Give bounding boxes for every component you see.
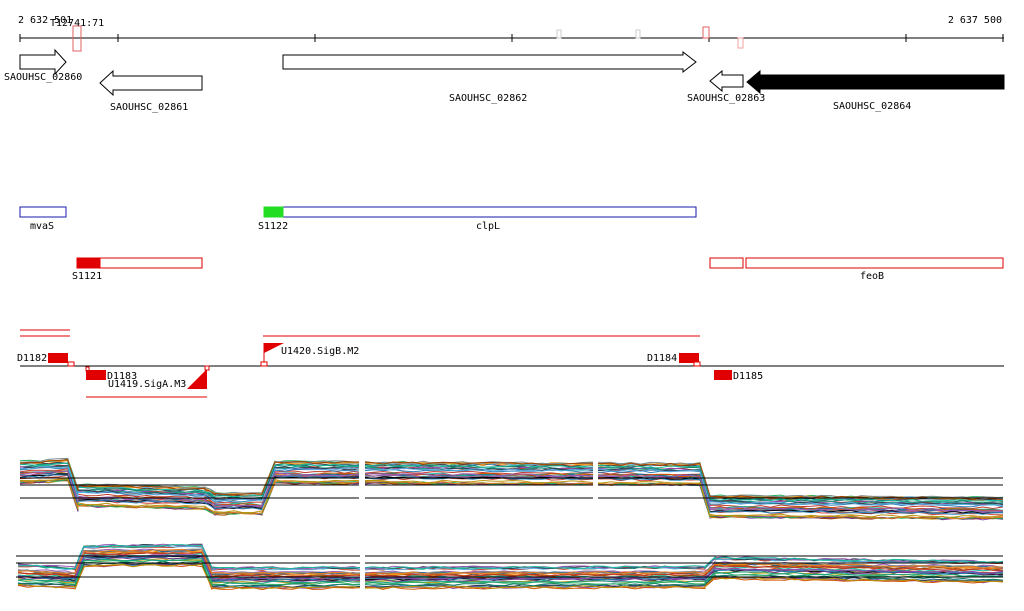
ruler-marker-box[interactable] (72, 25, 82, 52)
expression-curve (17, 554, 1004, 582)
regulatory-label: U1420.SigB.M2 (281, 346, 359, 357)
ruler-end-label: 2 637 500 (948, 15, 1002, 26)
expression-curve (19, 468, 1004, 510)
expression-curve (19, 478, 1004, 518)
feature-red-small[interactable] (709, 257, 744, 269)
expression-curve (17, 544, 1004, 570)
expression-panel-bottom (16, 535, 1004, 591)
block-D1184[interactable] (679, 353, 699, 363)
start-marker-S1122[interactable] (263, 206, 284, 218)
start-marker-S1121[interactable] (76, 257, 101, 269)
expression-curve (17, 557, 1004, 584)
gene-arrow-02862[interactable] (282, 50, 697, 74)
expression-curve (19, 474, 1004, 515)
ruler-start-label: 2 632 501 (18, 15, 72, 26)
expression-curve (19, 466, 1004, 507)
gene-track: SAOUHSC_02860 SAOUHSC_02861 SAOUHSC_0286… (4, 48, 1005, 113)
gene-label: SAOUHSC_02864 (833, 101, 911, 112)
blue-annotation-track: mvaS S1122 clpL (19, 206, 697, 232)
expression-curve (19, 478, 1004, 520)
expression-curve (19, 459, 1004, 501)
gene-arrow-02861[interactable] (99, 69, 203, 97)
expression-curve (17, 556, 1004, 583)
feature-label: S1122 (258, 221, 288, 232)
gene-label: SAOUHSC_02862 (449, 93, 527, 104)
block-D1185[interactable] (714, 370, 732, 380)
feature-label: mvaS (30, 221, 54, 232)
expression-curve (18, 543, 1004, 570)
expression-curve (17, 548, 1004, 575)
regulatory-label: D1184 (647, 353, 677, 364)
red-annotation-track: S1121 feoB (72, 257, 1004, 282)
regulatory-label: D1182 (17, 353, 47, 364)
expression-curve (17, 563, 1004, 590)
feature-label: clpL (476, 221, 500, 232)
feature-mvaS[interactable] (19, 206, 67, 218)
expression-curve (19, 470, 1003, 512)
feature-feoB[interactable] (745, 257, 1004, 269)
expression-curves-bottom (17, 543, 1004, 591)
gene-label: SAOUHSC_02860 (4, 72, 82, 83)
gene-label: SAOUHSC_02863 (687, 93, 765, 104)
expression-curve (19, 462, 1004, 503)
promoter-U1420[interactable] (264, 343, 284, 353)
expression-curve (19, 465, 1004, 505)
gene-arrow-02860[interactable] (19, 48, 67, 76)
expression-panel-top (19, 452, 1004, 521)
gene-arrow-02864[interactable] (746, 69, 1005, 95)
expression-curve (17, 551, 1004, 578)
feature-label: feoB (860, 271, 884, 282)
block-D1183[interactable] (86, 370, 106, 380)
regulatory-label: D1185 (733, 371, 763, 382)
ruler-marker-label: T12741:71 (50, 18, 104, 29)
feature-clpL[interactable] (263, 206, 697, 218)
feature-label: S1121 (72, 271, 102, 282)
gene-label: SAOUHSC_02861 (110, 102, 188, 113)
expression-curves-top (19, 457, 1004, 521)
block-D1182[interactable] (48, 353, 68, 363)
regulatory-label: U1419.SigA.M3 (108, 379, 186, 390)
regulatory-label: D1183 (107, 371, 137, 382)
regulatory-track: D1182 D1183 U1419.SigA.M3 U1420.SigB.M2 … (17, 329, 1004, 398)
coordinate-ruler: 2 632 501 T12741:71 2 637 500 (18, 15, 1004, 52)
promoter-U1419[interactable] (187, 369, 207, 389)
expression-curve (17, 561, 1004, 589)
expression-curve (19, 462, 1004, 504)
gene-arrow-02863[interactable] (709, 69, 744, 93)
expression-curve (17, 554, 1004, 580)
expression-curve (19, 474, 1004, 516)
expression-curve (19, 461, 1004, 502)
